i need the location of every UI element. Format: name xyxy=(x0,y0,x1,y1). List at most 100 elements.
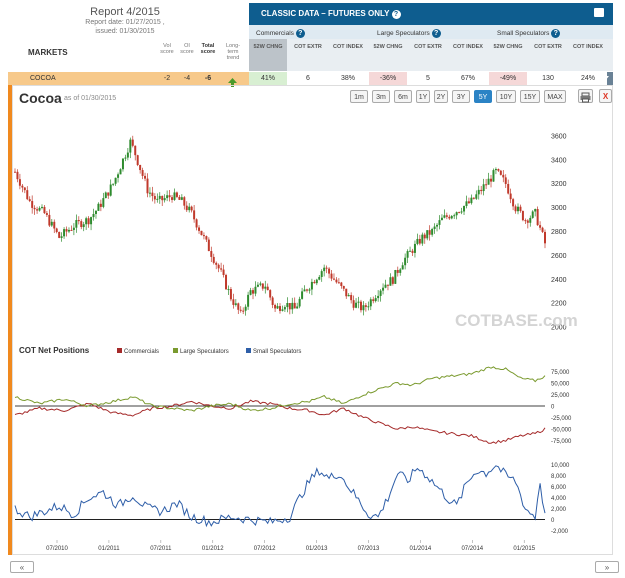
candle-body xyxy=(448,216,451,219)
candle-body xyxy=(288,303,291,310)
candle-body xyxy=(131,139,134,146)
candle-body xyxy=(180,197,183,200)
group-small-speculators: Small Speculators ? xyxy=(497,29,561,38)
candle-body xyxy=(521,211,524,221)
help-icon[interactable]: ? xyxy=(431,29,441,38)
candle-body xyxy=(531,211,534,218)
candle-body xyxy=(345,288,348,297)
candle-body xyxy=(423,234,426,239)
candle-body xyxy=(514,206,517,212)
candle-body xyxy=(470,197,473,204)
candle-body xyxy=(266,286,269,291)
candle-body xyxy=(382,287,385,291)
candle-body xyxy=(104,192,107,199)
help-icon[interactable]: ? xyxy=(295,29,305,38)
help-icon[interactable]: ? xyxy=(391,10,401,19)
subcolumn-header[interactable]: COT INDEX xyxy=(573,44,603,50)
group-large-speculators: Large Speculators ? xyxy=(377,29,441,38)
small-tick-label: 0 xyxy=(551,518,555,524)
report-date: Report date: 01/27/2015 , xyxy=(85,19,165,26)
vol-score-header[interactable]: Vol score xyxy=(160,43,174,55)
scroll-left-button[interactable]: « xyxy=(10,561,34,573)
candle-body xyxy=(198,227,201,231)
x-tick-label: 01/2015 xyxy=(513,546,535,552)
candle-body xyxy=(229,289,232,300)
candle-body xyxy=(239,309,242,311)
candle-body xyxy=(247,294,250,307)
candle-body xyxy=(467,201,470,204)
range-button-10Y[interactable]: 10Y xyxy=(496,90,516,103)
market-name[interactable]: COCOA xyxy=(30,75,56,82)
subcolumn-header[interactable]: COT INDEX xyxy=(453,44,483,50)
scroll-right-button[interactable]: » xyxy=(595,561,619,573)
range-button-3m[interactable]: 3m xyxy=(372,90,390,103)
candle-body xyxy=(492,170,495,182)
candle-body xyxy=(254,286,257,294)
subcolumn-header[interactable]: 52W CHNG xyxy=(253,44,283,50)
candle-body xyxy=(389,277,392,286)
candle-body xyxy=(499,170,502,175)
candle-body xyxy=(328,268,331,274)
print-button[interactable] xyxy=(578,89,593,103)
candle-body xyxy=(87,218,90,225)
small-tick-label: 8,000 xyxy=(551,474,567,480)
candle-body xyxy=(544,231,546,244)
vol-score: -2 xyxy=(163,75,171,82)
close-button[interactable]: X xyxy=(599,89,612,103)
table-row[interactable] xyxy=(8,72,251,85)
candle-body xyxy=(269,290,272,298)
range-button-3Y[interactable]: 3Y xyxy=(452,90,470,103)
range-button-MAX[interactable]: MAX xyxy=(544,90,566,103)
candle-body xyxy=(252,290,255,294)
subcolumn-header[interactable]: COT EXTR xyxy=(534,44,562,50)
x-tick-label: 07/2011 xyxy=(150,546,172,552)
range-button-15Y[interactable]: 15Y xyxy=(520,90,540,103)
total-score-header[interactable]: Total score xyxy=(200,43,216,55)
range-button-6m[interactable]: 6m xyxy=(394,90,412,103)
candle-body xyxy=(458,212,461,214)
candle-body xyxy=(283,307,286,310)
range-button-1Y[interactable]: 1Y xyxy=(416,90,430,103)
candle-body xyxy=(369,299,372,307)
subcolumn-header[interactable]: COT EXTR xyxy=(414,44,442,50)
candle-body xyxy=(58,232,61,238)
small-tick-label: 6,000 xyxy=(551,485,567,491)
range-button-2Y[interactable]: 2Y xyxy=(434,90,448,103)
subcolumn-header[interactable]: COT INDEX xyxy=(333,44,363,50)
trend-header[interactable]: Long-term trend xyxy=(225,43,241,61)
legend-label: Small Speculators xyxy=(253,349,301,355)
row-value: 6 xyxy=(289,72,327,85)
candle-body xyxy=(146,178,149,194)
candle-body xyxy=(119,169,122,175)
subcolumn-header[interactable]: 52W CHNG xyxy=(373,44,403,50)
candle-body xyxy=(156,198,159,200)
candle-body xyxy=(77,220,80,222)
candle-body xyxy=(512,199,515,207)
oi-score-header[interactable]: OI score xyxy=(180,43,194,55)
candle-body xyxy=(413,243,416,253)
candle-body xyxy=(114,177,117,184)
candle-body xyxy=(23,187,26,191)
series-line-large-speculators xyxy=(14,366,546,412)
candle-body xyxy=(185,205,188,211)
print-icon[interactable] xyxy=(594,8,604,17)
candle-body xyxy=(332,278,335,280)
candle-body xyxy=(124,157,127,159)
subcolumn-header[interactable]: 52W CHNG xyxy=(493,44,523,50)
candle-body xyxy=(291,302,294,310)
range-button-5Y[interactable]: 5Y xyxy=(474,90,492,103)
net-tick-label: -75,000 xyxy=(551,439,572,445)
candle-body xyxy=(310,281,313,290)
candle-body xyxy=(259,283,262,285)
subcolumn-header[interactable]: COT EXTR xyxy=(294,44,322,50)
series-line-small-speculators xyxy=(14,465,546,528)
as-of-date: as of 01/30/2015 xyxy=(64,95,117,102)
candle-body xyxy=(190,206,193,211)
candle-body xyxy=(472,197,475,199)
price-tick-label: 3600 xyxy=(551,133,567,140)
price-tick-label: 3400 xyxy=(551,157,567,164)
range-button-1m[interactable]: 1m xyxy=(350,90,368,103)
help-icon[interactable]: ? xyxy=(551,29,561,38)
subcolumns-bar xyxy=(249,39,613,71)
candle-body xyxy=(48,214,51,226)
